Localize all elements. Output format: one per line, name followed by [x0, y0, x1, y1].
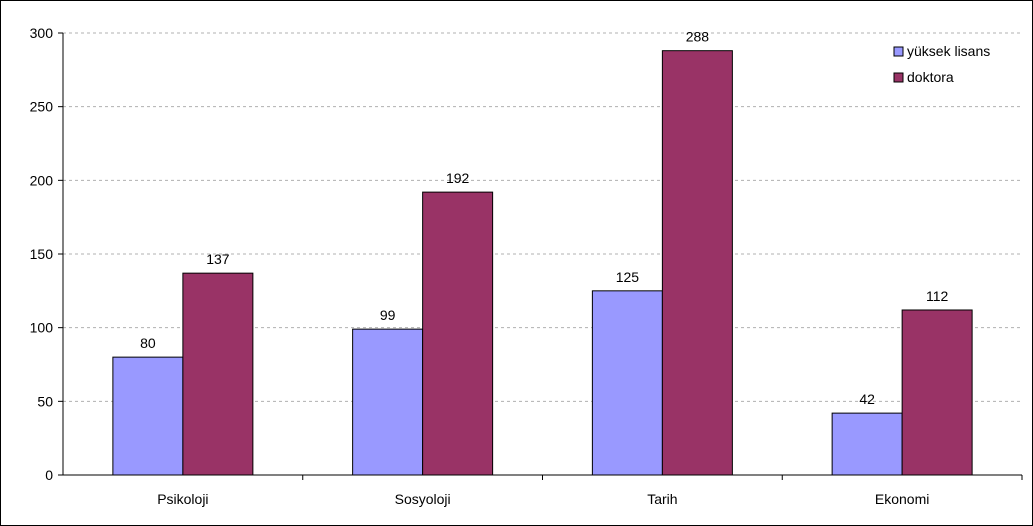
data-label: 99 — [380, 307, 396, 323]
y-tick-label: 300 — [30, 25, 54, 41]
bar-doktora — [901, 309, 973, 476]
bar-doktora — [422, 191, 494, 476]
grid-lines — [63, 32, 1022, 402]
legend-swatch — [893, 72, 904, 83]
data-label: 112 — [926, 288, 949, 304]
data-label: 192 — [446, 170, 470, 186]
legend-label: yüksek lisans — [907, 43, 990, 59]
data-label: 288 — [686, 29, 710, 45]
legend-swatch — [893, 46, 904, 57]
bar-yuksek-lisans — [591, 290, 663, 476]
bar-doktora — [182, 272, 254, 476]
y-tick-label: 100 — [30, 320, 54, 336]
y-tick-label: 200 — [30, 172, 54, 188]
axes: 0 50 100 150 200 250 300 Psikoloji Sosyoloji Tari… — [30, 25, 1023, 507]
legend-label: doktora — [907, 69, 954, 85]
x-category-label: Psikoloji — [157, 491, 208, 507]
bars — [112, 50, 973, 476]
data-label: 42 — [859, 391, 875, 407]
x-category-label: Sosyoloji — [395, 491, 451, 507]
data-label: 125 — [616, 269, 640, 285]
y-tick-label: 50 — [37, 393, 53, 409]
y-tick-label: 250 — [30, 99, 54, 115]
data-label: 80 — [140, 335, 156, 351]
bar-yuksek-lisans — [352, 328, 424, 476]
data-labels: 80 137 99 192 125 288 42 112 — [140, 29, 948, 407]
data-label: 137 — [206, 251, 230, 267]
y-tick-label: 150 — [30, 246, 54, 262]
bar-doktora — [661, 50, 733, 476]
legend: yüksek lisans doktora — [893, 43, 990, 85]
x-category-label: Tarih — [647, 491, 677, 507]
bar-yuksek-lisans — [831, 412, 903, 476]
y-tick-label: 0 — [45, 467, 53, 483]
bar-yuksek-lisans — [112, 356, 184, 476]
x-category-label: Ekonomi — [875, 491, 929, 507]
